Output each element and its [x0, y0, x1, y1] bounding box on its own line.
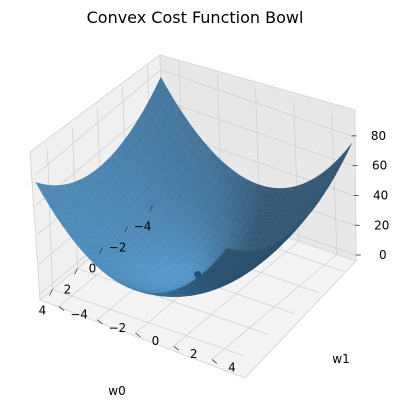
y-tick-mark [58, 306, 65, 311]
z-tick-label: 40 [373, 188, 388, 202]
minimum-point [194, 271, 202, 279]
gridline [161, 99, 353, 167]
x-tick-mark [99, 247, 103, 254]
y-tick-label: −2 [108, 321, 126, 335]
y-tick-mark [97, 319, 103, 325]
gridline [35, 69, 161, 176]
y-tick-label: −4 [70, 308, 88, 322]
x-tick-mark [49, 289, 53, 296]
chart-title: Convex Cost Function Bowl [87, 8, 304, 27]
z-ticks: 0 20 40 60 80 [351, 129, 389, 262]
y-tick-mark [135, 332, 141, 338]
x-tick-label: 4 [39, 304, 47, 318]
x-tick-label: −4 [134, 220, 152, 234]
x-tick-label: 2 [64, 283, 72, 297]
gridline [211, 254, 338, 360]
y-tick-label: 2 [190, 347, 198, 361]
y-ticks: −4 −2 0 2 4 [58, 306, 236, 374]
gridline [47, 149, 53, 290]
gridline [173, 240, 299, 347]
z-tick-label: 80 [371, 129, 386, 143]
gridline [331, 114, 338, 255]
z-tick-label: 60 [372, 159, 387, 173]
y-tick-mark [211, 359, 218, 364]
x-tick-label: −2 [109, 241, 127, 255]
x-tick-mark [74, 268, 78, 275]
x-ticks: −4 −2 0 2 4 [39, 205, 153, 318]
x-tick-mark [124, 226, 128, 233]
y-tick-label: 4 [228, 360, 236, 374]
y-axis-label: w1 [332, 352, 349, 366]
z-tick-label: 20 [374, 218, 389, 232]
z-tick-label: 0 [379, 248, 387, 262]
x-tick-label: 0 [89, 262, 97, 276]
x-tick-mark [149, 205, 153, 212]
surface [35, 76, 352, 297]
gridline [160, 69, 352, 137]
surface-patch [35, 182, 48, 196]
y-tick-mark [173, 345, 179, 351]
x-axis-label: w0 [108, 384, 125, 398]
y-tick-label: 0 [152, 334, 160, 348]
